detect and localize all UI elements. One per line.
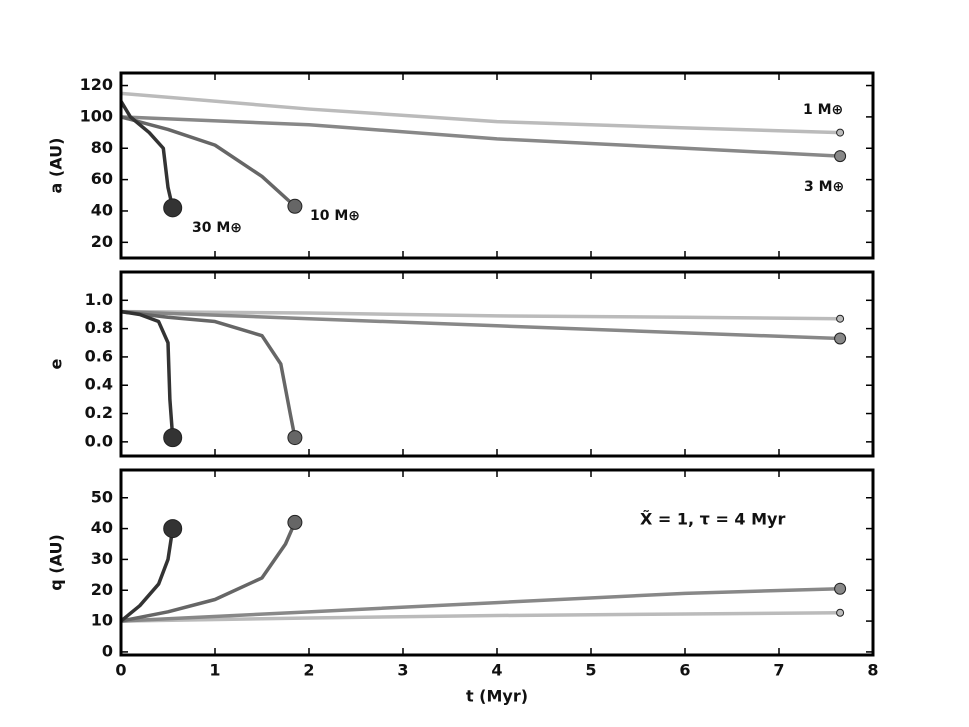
y-tick-label: 0.2 xyxy=(85,403,113,422)
series-line xyxy=(120,611,841,623)
x-tick-label: 6 xyxy=(679,661,690,680)
x-tick-label: 5 xyxy=(585,661,596,680)
y-tick-label: 120 xyxy=(80,75,113,94)
y-tick-label: 0.4 xyxy=(85,375,113,394)
y-tick-label: 0.8 xyxy=(85,318,113,337)
plot-frame xyxy=(119,468,875,657)
series-line xyxy=(120,309,297,438)
series-line xyxy=(119,100,175,209)
end-marker xyxy=(163,198,183,218)
end-marker xyxy=(287,430,303,446)
end-marker xyxy=(834,150,847,163)
y-tick-label: 20 xyxy=(91,580,113,599)
y-tick-label: 10 xyxy=(91,611,113,630)
end-marker xyxy=(287,198,303,214)
annotation: X̃ = 1, τ = 4 Myr xyxy=(640,510,785,529)
series-label: 10 M⊕ xyxy=(310,208,360,224)
series-line xyxy=(120,521,297,623)
x-tick-label: 0 xyxy=(115,661,126,680)
end-marker xyxy=(287,514,303,530)
series-label: 30 M⊕ xyxy=(192,220,242,236)
plot-frame xyxy=(119,270,875,458)
x-tick-label: 2 xyxy=(303,661,314,680)
y-tick-label: 80 xyxy=(91,138,113,157)
x-axis-label: t (Myr) xyxy=(466,687,528,706)
plot-frame xyxy=(119,71,875,260)
y-axis-label: q (AU) xyxy=(47,534,66,591)
y-axis-label: e xyxy=(47,358,66,369)
x-tick-label: 7 xyxy=(773,661,784,680)
y-tick-label: 60 xyxy=(91,169,113,188)
series-line xyxy=(120,115,841,158)
y-tick-label: 30 xyxy=(91,549,113,568)
end-marker xyxy=(834,582,847,595)
y-axis-label: a (AU) xyxy=(47,138,66,194)
y-tick-label: 20 xyxy=(91,232,113,251)
y-tick-label: 100 xyxy=(80,106,113,125)
end-marker xyxy=(163,519,183,539)
y-tick-label: 0.6 xyxy=(85,346,113,365)
end-marker xyxy=(834,332,847,345)
y-tick-label: 0 xyxy=(102,641,113,660)
y-tick-label: 40 xyxy=(91,518,113,537)
y-tick-label: 1.0 xyxy=(85,290,113,309)
x-tick-label: 4 xyxy=(491,661,502,680)
series-label: 1 M⊕ xyxy=(803,102,843,118)
series-line xyxy=(120,309,175,438)
y-tick-label: 0.0 xyxy=(85,431,113,450)
y-tick-label: 40 xyxy=(91,200,113,219)
series-line xyxy=(119,528,175,623)
x-tick-label: 1 xyxy=(209,661,220,680)
end-marker xyxy=(163,428,183,448)
series-label: 3 M⊕ xyxy=(804,179,844,195)
series-line xyxy=(120,586,841,623)
end-marker xyxy=(836,608,845,617)
series-line xyxy=(120,309,841,341)
end-marker xyxy=(836,128,845,137)
series-line xyxy=(120,91,841,135)
end-marker xyxy=(836,314,845,323)
y-tick-label: 50 xyxy=(91,487,113,506)
x-tick-label: 8 xyxy=(867,661,878,680)
series-line xyxy=(120,309,841,321)
x-tick-label: 3 xyxy=(397,661,408,680)
series-line xyxy=(120,115,297,208)
